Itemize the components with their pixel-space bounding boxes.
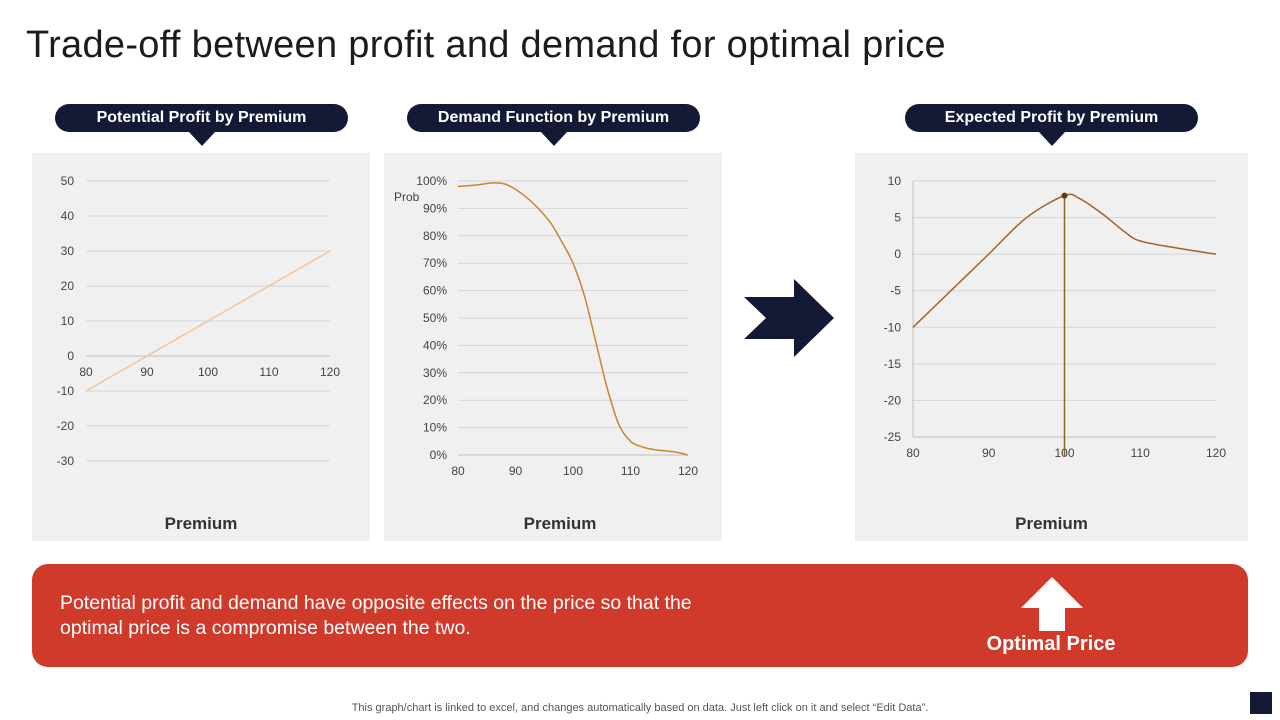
y-tick-label: -30 xyxy=(57,454,75,468)
y-tick-label: 80% xyxy=(423,229,447,243)
x-tick-label: 80 xyxy=(79,365,93,379)
x-tick-label: 120 xyxy=(678,464,698,478)
up-arrow-icon xyxy=(1021,577,1083,631)
y-tick-label: 5 xyxy=(894,211,901,225)
x-tick-label: 110 xyxy=(621,464,640,478)
y-axis-title: Prob xyxy=(394,190,420,204)
x-tick-label: 110 xyxy=(259,365,278,379)
y-tick-label: 50 xyxy=(61,174,75,188)
x-axis-title-demand: Premium xyxy=(523,514,597,533)
y-tick-label: 60% xyxy=(423,284,447,298)
demand-chart[interactable]: 100% 90% 80% 70% 60% 50% 40% 30% 20% 10% 0%80 90 100… xyxy=(384,153,736,541)
right-arrow-icon xyxy=(744,279,834,357)
y-tick-label: 30% xyxy=(423,366,447,380)
y-tick-label: 0 xyxy=(67,349,74,363)
y-tick-label: 10 xyxy=(61,314,75,328)
y-tick-label: 40% xyxy=(423,338,447,352)
y-tick-label: 30 xyxy=(61,244,75,258)
y-tick-label: 50% xyxy=(423,311,447,325)
page-title: Trade-off between profit and demand for … xyxy=(26,24,946,66)
x-tick-label: 110 xyxy=(1131,446,1150,460)
y-tick-label: -20 xyxy=(884,393,902,407)
series-line xyxy=(912,193,1217,328)
chart-title-expected: Expected Profit by Premium xyxy=(905,104,1198,146)
x-tick-label: 80 xyxy=(451,464,465,478)
corner-square xyxy=(1250,692,1272,714)
chart-panel-profit xyxy=(32,153,370,541)
x-tick-label: 90 xyxy=(140,365,154,379)
y-tick-label: 0 xyxy=(894,247,901,261)
series-line xyxy=(457,182,689,456)
y-tick-label: -25 xyxy=(884,430,902,444)
chart-title-demand: Demand Function by Premium xyxy=(407,104,700,146)
series-line xyxy=(85,250,331,392)
chart-panel-demand xyxy=(384,153,722,541)
y-tick-label: 20% xyxy=(423,393,447,407)
y-tick-label: -10 xyxy=(57,384,75,398)
x-tick-label: 90 xyxy=(509,464,523,478)
chart-title-profit: Potential Profit by Premium xyxy=(55,104,348,146)
y-tick-label: 70% xyxy=(423,256,447,270)
y-tick-label: -20 xyxy=(57,419,75,433)
x-tick-label: 80 xyxy=(906,446,920,460)
optimal-price-label: Optimal Price xyxy=(986,633,1116,655)
y-tick-label: -15 xyxy=(884,357,902,371)
y-tick-label: 0% xyxy=(430,448,448,462)
y-tick-label: -5 xyxy=(890,284,901,298)
y-tick-label: 10 xyxy=(888,174,902,188)
x-axis-title-profit: Premium xyxy=(164,514,238,533)
x-tick-label: 90 xyxy=(982,446,996,460)
y-tick-label: 10% xyxy=(423,421,447,435)
conclusion-text: Potential profit and demand have opposit… xyxy=(60,592,692,639)
footnote: This graph/chart is linked to excel, and… xyxy=(351,702,929,714)
y-tick-label: 90% xyxy=(423,201,447,215)
x-tick-label: 100 xyxy=(198,365,218,379)
y-tick-label: -10 xyxy=(884,320,902,334)
x-axis-title-expected: Premium xyxy=(1015,514,1088,533)
x-tick-label: 120 xyxy=(320,365,340,379)
x-tick-label: 100 xyxy=(563,464,583,478)
y-tick-label: 100% xyxy=(416,174,447,188)
x-tick-label: 120 xyxy=(1206,446,1226,460)
y-tick-label: 40 xyxy=(61,209,75,223)
y-tick-label: 20 xyxy=(61,279,75,293)
optimal-point xyxy=(1061,192,1068,199)
